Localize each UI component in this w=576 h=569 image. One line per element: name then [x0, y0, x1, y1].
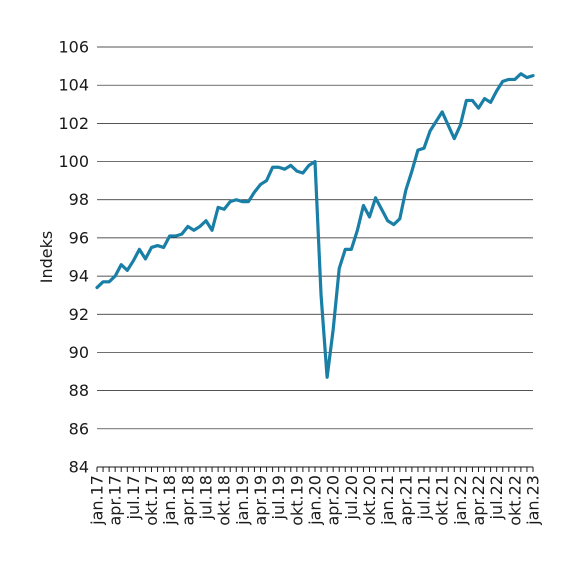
x-tick-label: okt.17: [142, 475, 161, 526]
y-tick-label: 86: [69, 419, 89, 438]
y-tick-label: 94: [69, 267, 89, 286]
y-tick-label: 88: [69, 381, 89, 400]
y-tick-label: 84: [69, 458, 89, 477]
y-tick-label: 90: [69, 343, 89, 362]
gridlines: [97, 46, 533, 468]
y-tick-label: 92: [69, 305, 89, 324]
x-tick-label: apr.17: [106, 475, 125, 526]
y-axis-tick-labels: 84 86 88 90 92 94 96 98 100 102 104 106: [58, 38, 89, 477]
x-tick-label: jul.20: [342, 475, 361, 520]
x-tick-label: okt.19: [287, 475, 306, 526]
x-tick-label: apr.18: [178, 475, 197, 526]
x-tick-label: jan.19: [233, 475, 252, 526]
x-tick-label: jul.21: [415, 475, 434, 520]
y-tick-label: 102: [58, 114, 89, 133]
x-tick-label: jul.22: [487, 475, 506, 520]
x-tick-label: jan.20: [306, 475, 325, 526]
x-tick-label: apr.20: [324, 475, 343, 526]
y-tick-label: 96: [69, 228, 89, 247]
y-tick-label: 104: [58, 76, 89, 95]
y-tick-label: 100: [58, 152, 89, 171]
x-tick-label: jul.18: [197, 475, 216, 520]
x-tick-label: okt.21: [433, 475, 452, 526]
x-tick-label: jul.17: [124, 475, 143, 520]
x-tick-label: apr.19: [251, 475, 270, 526]
x-tick-label: jul.19: [269, 475, 288, 520]
x-tick-label: okt.22: [505, 475, 524, 526]
x-tick-label: okt.18: [215, 475, 234, 526]
x-axis: [96, 467, 534, 472]
series-line: [95, 72, 535, 379]
y-axis-title: Indeks: [37, 231, 56, 283]
x-tick-label: jan.17: [88, 475, 107, 526]
x-tick-label: apr.21: [396, 475, 415, 526]
x-axis-tick-labels: jan.17 apr.17 jul.17 okt.17 jan.18 apr.18 jul.…: [88, 475, 543, 526]
x-tick-label: apr.22: [469, 475, 488, 526]
x-tick-label: jan.18: [160, 475, 179, 526]
x-tick-label: jan.21: [378, 475, 397, 526]
y-tick-label: 98: [69, 190, 89, 209]
y-tick-label: 106: [58, 38, 89, 57]
x-tick-label: jan.23: [524, 475, 543, 526]
x-tick-label: jan.22: [451, 475, 470, 526]
x-tick-label: okt.20: [360, 475, 379, 526]
